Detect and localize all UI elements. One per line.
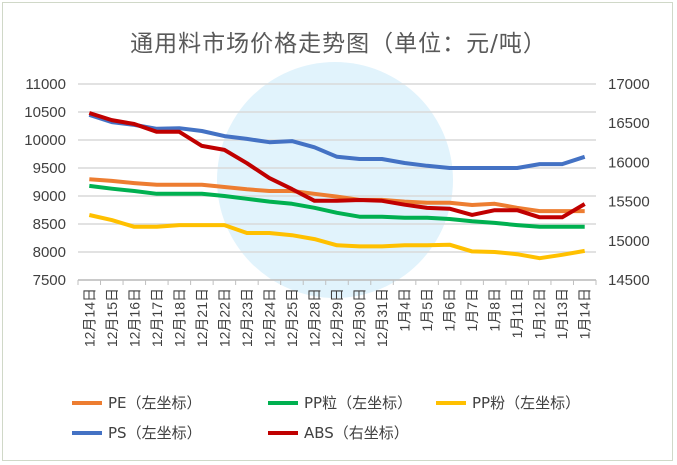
x-tick-label: 12月17日 xyxy=(149,288,165,347)
series-line xyxy=(89,177,585,214)
y-left-tick-label: 10000 xyxy=(24,132,66,149)
x-tick-label: 1月6日 xyxy=(442,288,458,332)
legend-label: PS（左坐标） xyxy=(108,424,202,442)
legend-item: PS（左坐标） xyxy=(72,422,202,443)
x-tick-label: 1月5日 xyxy=(419,288,435,332)
legend-label: PP粉（左坐标） xyxy=(472,394,581,412)
series-line xyxy=(88,112,586,170)
x-tick-label: 1月12日 xyxy=(532,288,548,339)
y-left-tick-label: 7500 xyxy=(33,272,66,289)
legend-item: PE（左坐标） xyxy=(72,392,202,413)
y-right-tick-label: 14500 xyxy=(608,272,650,289)
x-tick-label: 1月11日 xyxy=(509,288,525,338)
y-left-tick-label: 8000 xyxy=(33,244,66,261)
y-right-tick-label: 15500 xyxy=(608,194,650,211)
series-line xyxy=(89,183,585,229)
legend-swatch xyxy=(72,430,102,435)
y-right-tick-label: 16500 xyxy=(608,115,650,132)
y-left-tick-label: 9500 xyxy=(33,160,66,177)
y-left-tick-label: 9000 xyxy=(33,188,66,205)
legend-swatch xyxy=(72,400,102,405)
chart-border xyxy=(2,2,673,461)
x-tick-label: 12月15日 xyxy=(104,288,120,347)
x-tick-label: 1月8日 xyxy=(487,288,503,332)
chart-title: 通用料市场价格走势图（单位：元/吨） xyxy=(130,31,547,57)
y-left-tick-label: 10500 xyxy=(24,104,66,121)
legend-item: PP粒（左坐标） xyxy=(268,392,412,413)
x-tick-label: 12月18日 xyxy=(171,288,187,347)
legend-item: ABS（右坐标） xyxy=(268,422,409,443)
x-tick-label: 12月31日 xyxy=(374,288,390,347)
y-right-tick-label: 15000 xyxy=(608,233,650,250)
legend-swatch xyxy=(436,400,466,405)
x-tick-label: 12月21日 xyxy=(194,288,210,347)
y-right-tick-label: 17000 xyxy=(608,76,650,93)
y-right-tick-label: 16000 xyxy=(608,154,650,171)
legend-label: PE（左坐标） xyxy=(108,394,202,412)
x-tick-label: 12月25日 xyxy=(284,288,300,347)
x-tick-label: 12月29日 xyxy=(329,288,345,347)
x-tick-label: 1月13日 xyxy=(554,288,570,339)
y-left-tick-label: 11000 xyxy=(25,76,66,93)
legend-label: ABS（右坐标） xyxy=(304,424,409,442)
x-tick-label: 12月23日 xyxy=(239,288,255,347)
x-tick-label: 12月16日 xyxy=(126,288,142,347)
x-tick-label: 1月4日 xyxy=(397,288,413,332)
x-tick-label: 1月7日 xyxy=(464,288,480,332)
x-tick-label: 12月24日 xyxy=(261,288,277,347)
x-tick-label: 12月28日 xyxy=(306,288,322,347)
x-tick-label: 1月14日 xyxy=(577,288,593,339)
legend-label: PP粒（左坐标） xyxy=(304,394,413,412)
series-line xyxy=(88,213,586,261)
x-tick-label: 12月22日 xyxy=(216,288,232,347)
x-tick-label: 12月14日 xyxy=(81,288,97,347)
legend-swatch xyxy=(268,400,298,405)
legend-swatch xyxy=(268,430,298,435)
series-line xyxy=(88,111,586,220)
x-tick-label: 12月30日 xyxy=(352,288,368,347)
y-left-tick-label: 8500 xyxy=(33,216,66,233)
legend-item: PP粉（左坐标） xyxy=(436,392,580,413)
watermark-logo xyxy=(217,62,453,298)
